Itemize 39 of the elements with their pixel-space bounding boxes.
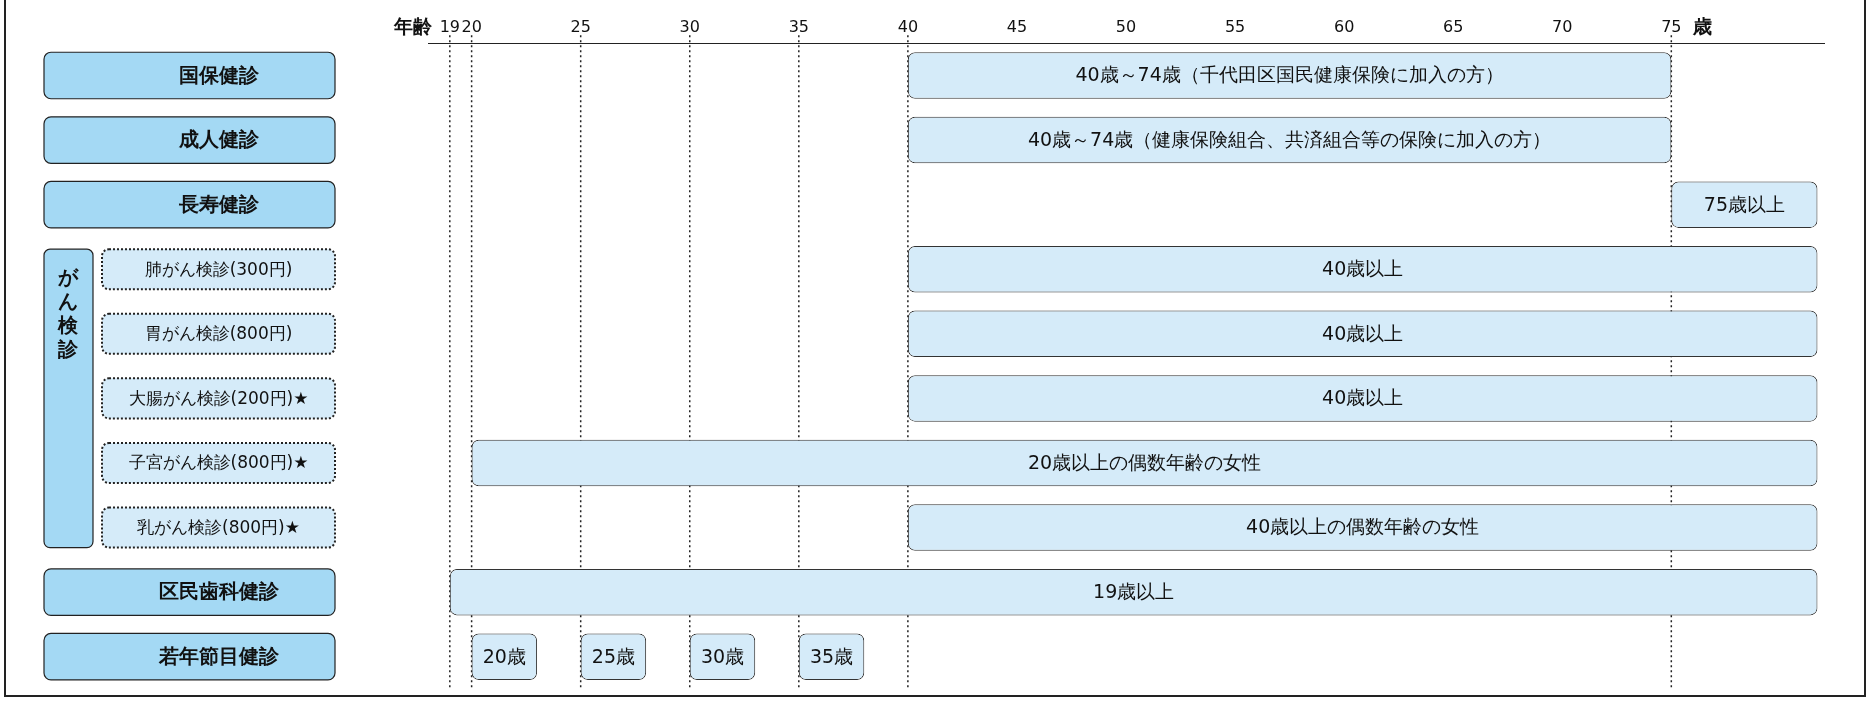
annotation: 20歳以上の偶数年齢の女性 bbox=[1027, 450, 1262, 473]
x-tick-label: 45 bbox=[1006, 16, 1028, 36]
x-tick-label: 35 bbox=[788, 16, 809, 36]
y-tick-label: 若年節目健診 bbox=[157, 643, 280, 668]
annotation: 40歳以上 bbox=[1322, 386, 1404, 409]
x-tick-label: 19 bbox=[439, 16, 460, 36]
y-tick-label: 成人健診 bbox=[177, 127, 260, 152]
y-tick-label: 乳がん検診(800円)★ bbox=[137, 516, 300, 537]
y-tick-label: 肺がん検診(300円) bbox=[144, 258, 293, 279]
annotation: 30歳 bbox=[700, 644, 745, 667]
y-tick-label: 子宮がん検診(800円)★ bbox=[128, 452, 309, 473]
annotation: 40歳以上の偶数年齢の女性 bbox=[1246, 515, 1480, 538]
x-tick-label: 75 bbox=[1661, 16, 1682, 36]
text: がん検診 bbox=[57, 265, 79, 362]
y-tick-label: 大腸がん検診(200円)★ bbox=[128, 387, 309, 408]
x-tick-label: 55 bbox=[1224, 16, 1246, 36]
annotation: 40歳以上 bbox=[1322, 257, 1404, 280]
annotation: 25歳 bbox=[591, 644, 635, 667]
annotation: 40歳以上 bbox=[1322, 321, 1404, 344]
annotation: 40歳～74歳（千代田区国民健康保険に加入の方） bbox=[1075, 63, 1504, 86]
x-tick-label: 20 bbox=[461, 16, 482, 36]
x-tick-label: 60 bbox=[1333, 16, 1355, 36]
y-tick-label: 国保健診 bbox=[178, 62, 260, 87]
x-tick-label: 25 bbox=[570, 16, 591, 36]
x-tick-label: 30 bbox=[679, 16, 700, 36]
x-tick-label: 70 bbox=[1552, 16, 1573, 36]
x-tick-label: 40 bbox=[897, 16, 919, 36]
annotation: 20歳 bbox=[482, 644, 526, 667]
annotation: 75歳以上 bbox=[1703, 192, 1785, 215]
y-tick-label: 長寿健診 bbox=[177, 191, 260, 216]
x-axis-title: 年齢 bbox=[392, 14, 433, 37]
y-tick-label: 区民歯科健診 bbox=[158, 579, 280, 604]
annotation: 35歳 bbox=[809, 644, 854, 667]
annotation: 40歳～74歳（健康保険組合、共済組合等の保険に加入の方） bbox=[1027, 128, 1552, 151]
annotation: 歳 bbox=[1692, 14, 1713, 37]
x-tick-label: 50 bbox=[1115, 16, 1137, 36]
x-tick-label: 65 bbox=[1443, 16, 1464, 36]
y-tick-label: 胃がん検診(800円) bbox=[144, 323, 293, 344]
annotation: 19歳以上 bbox=[1093, 580, 1175, 603]
